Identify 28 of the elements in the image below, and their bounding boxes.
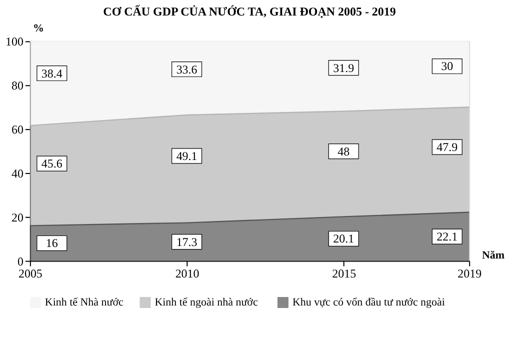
data-label: 30 bbox=[441, 59, 454, 74]
y-tick-label: 0 bbox=[17, 254, 24, 268]
data-label: 38.4 bbox=[41, 66, 62, 80]
y-tick-label: 80 bbox=[11, 78, 24, 93]
data-label: 16 bbox=[46, 236, 58, 250]
data-label: 47.9 bbox=[436, 140, 458, 154]
data-label: 45.6 bbox=[41, 156, 62, 171]
legend-label: Kinh tế ngoài nhà nước bbox=[154, 296, 258, 308]
y-axis-title: % bbox=[32, 22, 44, 35]
legend-label: Khu vực có vốn đầu tư nước ngoài bbox=[292, 296, 445, 308]
data-label: 20.1 bbox=[333, 232, 354, 246]
x-tick-label: 2005 bbox=[18, 266, 42, 280]
data-label: 49.1 bbox=[176, 148, 198, 163]
x-axis-title: Năm bbox=[482, 249, 505, 262]
data-label: 17.3 bbox=[176, 234, 198, 249]
x-tick-label: 2010 bbox=[175, 266, 200, 280]
y-tick-label: 40 bbox=[11, 166, 24, 180]
x-tick-label: 2015 bbox=[332, 266, 356, 280]
y-tick-label: 20 bbox=[11, 210, 24, 224]
data-label: 48 bbox=[338, 144, 350, 158]
chart-title: CƠ CẤU GDP CỦA NƯỚC TA, GIAI ĐOẠN 2005 - 2019 bbox=[103, 4, 396, 18]
data-label: 22.1 bbox=[436, 230, 458, 244]
y-tick-label: 60 bbox=[11, 122, 24, 137]
x-tick-label: 2019 bbox=[458, 266, 482, 280]
data-label: 31.9 bbox=[333, 60, 354, 75]
legend-label: Kinh tế Nhà nước bbox=[44, 296, 124, 308]
data-label: 33.6 bbox=[176, 62, 198, 76]
y-tick-label: 100 bbox=[6, 34, 24, 49]
